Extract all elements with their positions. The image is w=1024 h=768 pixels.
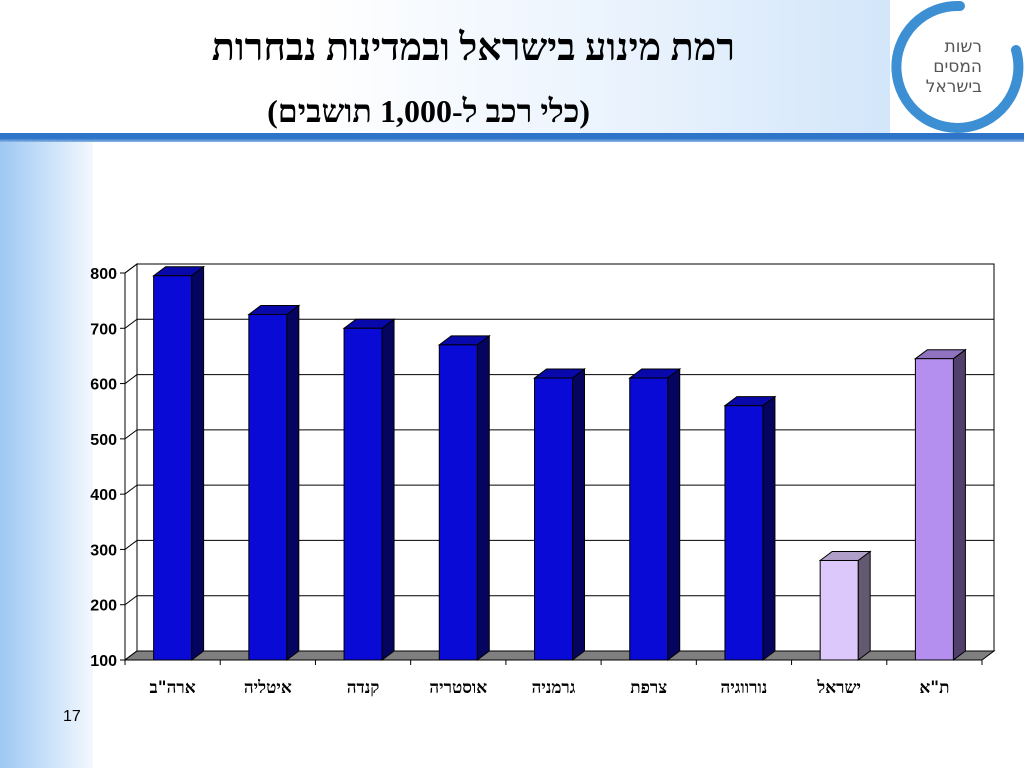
bar-front <box>248 313 288 661</box>
slide-subtitle: (כלי רכב ל-1,000 תושבים) <box>267 93 590 129</box>
bar-side <box>286 304 300 661</box>
bar-front <box>534 377 573 661</box>
bar <box>913 348 967 661</box>
y-tick-label: 700 <box>90 321 117 338</box>
bar-front <box>724 405 764 661</box>
x-tick-label: צרפת <box>630 678 667 698</box>
bars <box>152 265 967 661</box>
bar-side <box>762 395 776 661</box>
bar-front <box>438 344 478 661</box>
y-tick-label: 300 <box>90 542 117 559</box>
bar-side <box>667 368 681 661</box>
x-axis: ארה"ב איטליה קנדה אוסטריה גרמניה צרפת נורווגיה… <box>124 659 983 698</box>
left-gradient-band <box>0 142 93 768</box>
x-tick-label: נורווגיה <box>721 678 768 698</box>
y-tick-label: 100 <box>90 653 117 670</box>
bar <box>818 550 872 661</box>
bar <box>628 368 682 661</box>
x-tick-label: קנדה <box>347 678 380 698</box>
gridline-side <box>124 540 138 550</box>
y-tick-label: 800 <box>90 266 117 283</box>
bar-side <box>476 334 490 661</box>
slide-header: רמת מינוע בישראל ובמדינות נבחרות (כלי רכ… <box>0 0 890 133</box>
bar <box>533 368 586 661</box>
bar-side <box>952 348 966 661</box>
logo-ring <box>891 0 1024 133</box>
x-tick-label: איטליה <box>244 678 292 698</box>
logo-text-line-2: המסים <box>933 57 982 77</box>
x-tick-label: ארה"ב <box>150 678 196 698</box>
bar-side <box>191 265 205 661</box>
gridline-side <box>124 318 138 329</box>
x-tick-label: ישראל <box>816 678 861 698</box>
page-number: 17 <box>63 708 81 725</box>
slide-title: רמת מינוע בישראל ובמדינות נבחרות <box>211 27 735 69</box>
bar <box>723 395 777 661</box>
gridline-side <box>124 484 138 495</box>
bar-front <box>914 358 954 661</box>
bar <box>342 318 396 661</box>
bar-front <box>343 327 383 661</box>
gridline-side <box>124 595 138 606</box>
y-axis: 100 200 300 400 500 600 700 800 <box>90 266 126 670</box>
y-tick-label: 500 <box>90 432 117 449</box>
tax-authority-logo: רשות המסים בישראל <box>890 0 1024 133</box>
bar <box>437 334 491 661</box>
y-tick-label: 400 <box>90 487 117 504</box>
x-tick-label: ת"א <box>919 678 949 698</box>
logo-text-line-3: בישראל <box>926 77 982 97</box>
header-rule <box>0 133 1024 142</box>
bar <box>247 304 301 661</box>
logo-graphic: רשות המסים בישראל <box>891 0 1024 133</box>
gridline-side <box>124 429 138 440</box>
logo-text-line-1: רשות <box>945 37 982 57</box>
gridline-side <box>124 263 138 274</box>
y-tick-label: 600 <box>90 377 117 394</box>
gridline-side <box>124 374 138 384</box>
x-tick-label: אוסטריה <box>429 678 487 698</box>
x-tick-label: גרמניה <box>532 678 576 698</box>
y-tick-label: 200 <box>90 598 117 615</box>
bar-front <box>153 275 193 661</box>
bar-side <box>381 318 395 661</box>
bar-side <box>857 550 871 661</box>
bar <box>152 265 206 661</box>
bar-side <box>572 368 585 661</box>
bar-front <box>629 377 669 661</box>
bar-front <box>819 559 859 661</box>
